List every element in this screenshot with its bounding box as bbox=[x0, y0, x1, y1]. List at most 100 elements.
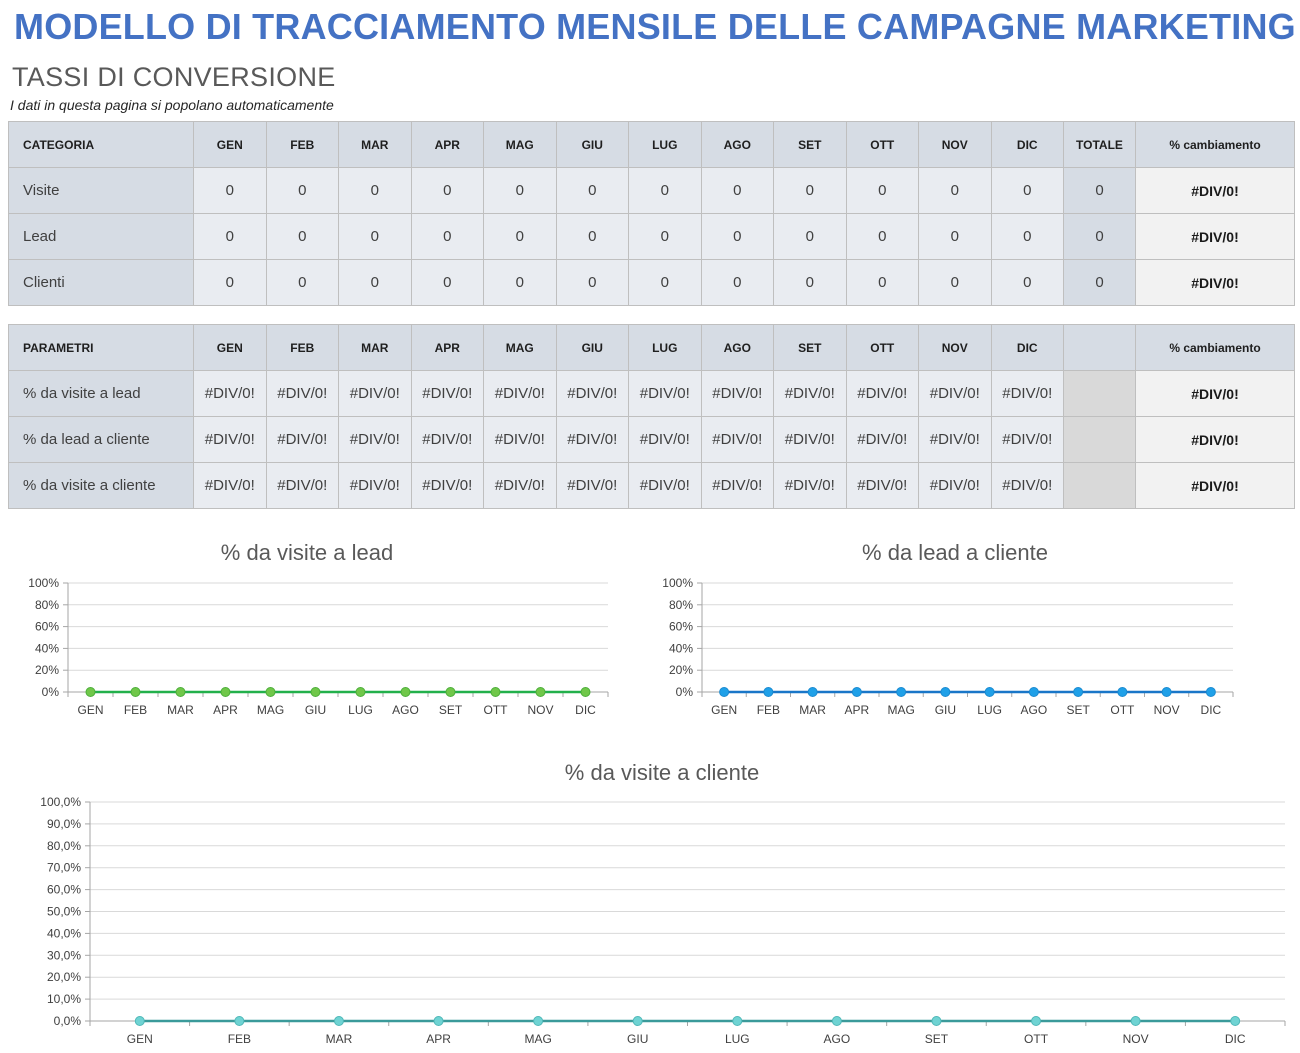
month-value-cell[interactable]: 0 bbox=[628, 259, 702, 306]
data-point-marker[interactable] bbox=[807, 687, 818, 697]
month-value-cell[interactable]: #DIV/0! bbox=[555, 416, 629, 463]
month-value-cell[interactable]: 0 bbox=[193, 167, 267, 214]
month-value-cell[interactable]: 0 bbox=[990, 259, 1064, 306]
month-value-cell[interactable]: 0 bbox=[628, 167, 702, 214]
data-point-marker[interactable] bbox=[732, 1016, 743, 1026]
change-cell[interactable]: #DIV/0! bbox=[1135, 370, 1295, 417]
month-value-cell[interactable]: #DIV/0! bbox=[193, 416, 267, 463]
data-point-marker[interactable] bbox=[445, 687, 456, 697]
month-value-cell[interactable]: #DIV/0! bbox=[628, 370, 702, 417]
month-value-cell[interactable]: 0 bbox=[265, 213, 339, 260]
month-value-cell[interactable]: 0 bbox=[338, 259, 412, 306]
month-value-cell[interactable]: #DIV/0! bbox=[265, 416, 339, 463]
data-point-marker[interactable] bbox=[831, 1016, 842, 1026]
data-point-marker[interactable] bbox=[535, 687, 546, 697]
month-value-cell[interactable]: #DIV/0! bbox=[773, 370, 847, 417]
change-cell[interactable]: #DIV/0! bbox=[1135, 462, 1295, 509]
month-value-cell[interactable]: 0 bbox=[918, 213, 992, 260]
month-value-cell[interactable]: #DIV/0! bbox=[918, 370, 992, 417]
month-value-cell[interactable]: 0 bbox=[918, 167, 992, 214]
month-value-cell[interactable]: 0 bbox=[555, 259, 629, 306]
month-value-cell[interactable]: #DIV/0! bbox=[555, 462, 629, 509]
month-value-cell[interactable]: #DIV/0! bbox=[990, 462, 1064, 509]
data-point-marker[interactable] bbox=[433, 1016, 444, 1026]
month-value-cell[interactable]: 0 bbox=[990, 213, 1064, 260]
month-value-cell[interactable]: #DIV/0! bbox=[338, 462, 412, 509]
data-point-marker[interactable] bbox=[1161, 687, 1172, 697]
month-value-cell[interactable]: 0 bbox=[338, 213, 412, 260]
month-value-cell[interactable]: 0 bbox=[845, 213, 919, 260]
change-cell[interactable]: #DIV/0! bbox=[1135, 416, 1295, 463]
month-value-cell[interactable]: 0 bbox=[700, 167, 774, 214]
data-point-marker[interactable] bbox=[400, 687, 411, 697]
data-point-marker[interactable] bbox=[1117, 687, 1128, 697]
month-value-cell[interactable]: #DIV/0! bbox=[265, 370, 339, 417]
month-value-cell[interactable]: 0 bbox=[845, 259, 919, 306]
month-value-cell[interactable]: #DIV/0! bbox=[410, 416, 484, 463]
month-value-cell[interactable]: 0 bbox=[773, 213, 847, 260]
month-value-cell[interactable]: #DIV/0! bbox=[555, 370, 629, 417]
month-value-cell[interactable]: 0 bbox=[193, 213, 267, 260]
month-value-cell[interactable]: #DIV/0! bbox=[483, 416, 557, 463]
month-value-cell[interactable]: #DIV/0! bbox=[483, 370, 557, 417]
month-value-cell[interactable]: 0 bbox=[990, 167, 1064, 214]
data-point-marker[interactable] bbox=[580, 687, 591, 697]
month-value-cell[interactable]: #DIV/0! bbox=[918, 416, 992, 463]
month-value-cell[interactable]: #DIV/0! bbox=[773, 462, 847, 509]
data-point-marker[interactable] bbox=[265, 687, 276, 697]
month-value-cell[interactable]: #DIV/0! bbox=[410, 462, 484, 509]
total-cell[interactable]: 0 bbox=[1063, 167, 1136, 214]
data-point-marker[interactable] bbox=[632, 1016, 643, 1026]
data-point-marker[interactable] bbox=[1205, 687, 1216, 697]
month-value-cell[interactable]: 0 bbox=[555, 213, 629, 260]
month-value-cell[interactable]: 0 bbox=[700, 213, 774, 260]
month-value-cell[interactable]: 0 bbox=[773, 167, 847, 214]
month-value-cell[interactable]: #DIV/0! bbox=[700, 370, 774, 417]
data-point-marker[interactable] bbox=[234, 1016, 245, 1026]
data-point-marker[interactable] bbox=[984, 687, 995, 697]
month-value-cell[interactable]: #DIV/0! bbox=[628, 416, 702, 463]
data-point-marker[interactable] bbox=[1130, 1016, 1141, 1026]
change-cell[interactable]: #DIV/0! bbox=[1135, 213, 1295, 260]
data-point-marker[interactable] bbox=[940, 687, 951, 697]
data-point-marker[interactable] bbox=[134, 1016, 145, 1026]
month-value-cell[interactable]: 0 bbox=[483, 213, 557, 260]
data-point-marker[interactable] bbox=[490, 687, 501, 697]
data-point-marker[interactable] bbox=[1031, 1016, 1042, 1026]
month-value-cell[interactable]: #DIV/0! bbox=[990, 370, 1064, 417]
data-point-marker[interactable] bbox=[533, 1016, 544, 1026]
data-point-marker[interactable] bbox=[130, 687, 141, 697]
month-value-cell[interactable]: #DIV/0! bbox=[845, 416, 919, 463]
month-value-cell[interactable]: #DIV/0! bbox=[628, 462, 702, 509]
month-value-cell[interactable]: #DIV/0! bbox=[338, 370, 412, 417]
month-value-cell[interactable]: 0 bbox=[918, 259, 992, 306]
month-value-cell[interactable]: #DIV/0! bbox=[918, 462, 992, 509]
data-point-marker[interactable] bbox=[333, 1016, 344, 1026]
data-point-marker[interactable] bbox=[175, 687, 186, 697]
month-value-cell[interactable]: 0 bbox=[265, 259, 339, 306]
month-value-cell[interactable]: #DIV/0! bbox=[410, 370, 484, 417]
month-value-cell[interactable]: 0 bbox=[700, 259, 774, 306]
month-value-cell[interactable]: 0 bbox=[483, 259, 557, 306]
month-value-cell[interactable]: 0 bbox=[410, 213, 484, 260]
change-cell[interactable]: #DIV/0! bbox=[1135, 167, 1295, 214]
month-value-cell[interactable]: 0 bbox=[193, 259, 267, 306]
data-point-marker[interactable] bbox=[931, 1016, 942, 1026]
total-cell[interactable]: 0 bbox=[1063, 213, 1136, 260]
month-value-cell[interactable]: #DIV/0! bbox=[700, 462, 774, 509]
data-point-marker[interactable] bbox=[85, 687, 96, 697]
data-point-marker[interactable] bbox=[896, 687, 907, 697]
month-value-cell[interactable]: #DIV/0! bbox=[845, 370, 919, 417]
data-point-marker[interactable] bbox=[1028, 687, 1039, 697]
month-value-cell[interactable]: #DIV/0! bbox=[193, 370, 267, 417]
data-point-marker[interactable] bbox=[763, 687, 774, 697]
month-value-cell[interactable]: #DIV/0! bbox=[193, 462, 267, 509]
data-point-marker[interactable] bbox=[851, 687, 862, 697]
change-cell[interactable]: #DIV/0! bbox=[1135, 259, 1295, 306]
month-value-cell[interactable]: #DIV/0! bbox=[265, 462, 339, 509]
month-value-cell[interactable]: #DIV/0! bbox=[990, 416, 1064, 463]
month-value-cell[interactable]: 0 bbox=[555, 167, 629, 214]
month-value-cell[interactable]: #DIV/0! bbox=[338, 416, 412, 463]
total-cell[interactable]: 0 bbox=[1063, 259, 1136, 306]
month-value-cell[interactable]: #DIV/0! bbox=[845, 462, 919, 509]
